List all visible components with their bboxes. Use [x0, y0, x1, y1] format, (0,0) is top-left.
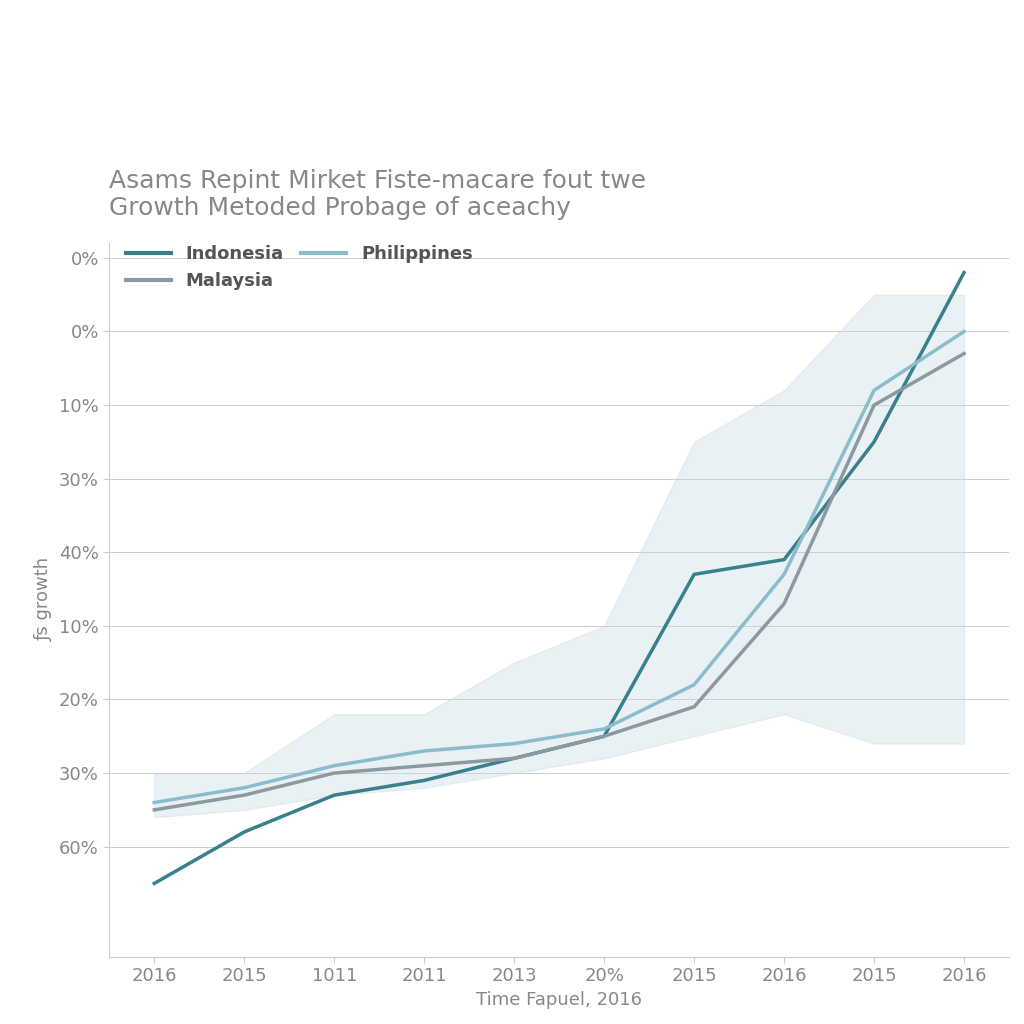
Malaysia [508, 753, 520, 765]
Philippines [688, 679, 700, 691]
Malaysia [778, 598, 791, 610]
Indonesia [418, 774, 430, 786]
Line: Malaysia: Malaysia [155, 353, 964, 810]
Philippines [778, 568, 791, 581]
Malaysia [957, 347, 970, 359]
Indonesia [868, 436, 881, 449]
Malaysia [598, 730, 610, 742]
Indonesia [957, 266, 970, 279]
Philippines [239, 781, 251, 794]
Malaysia [148, 804, 161, 816]
Line: Philippines: Philippines [155, 332, 964, 803]
Indonesia [688, 568, 700, 581]
Malaysia [418, 760, 430, 772]
Philippines [868, 384, 881, 396]
Indonesia [508, 753, 520, 765]
Y-axis label: ƒs growth: ƒs growth [36, 558, 53, 642]
Text: Asams Repint Mirket Fiste-macare fout twe
Growth Metoded Probage of aceachy: Asams Repint Mirket Fiste-macare fout tw… [110, 169, 646, 220]
Philippines [957, 326, 970, 338]
Indonesia [778, 554, 791, 566]
Indonesia [328, 788, 340, 801]
Philippines [598, 723, 610, 735]
Malaysia [868, 399, 881, 412]
Indonesia [239, 825, 251, 838]
Indonesia [598, 730, 610, 742]
Line: Indonesia: Indonesia [155, 272, 964, 884]
Malaysia [688, 700, 700, 713]
Legend: Indonesia, Malaysia, Philippines: Indonesia, Malaysia, Philippines [119, 238, 480, 297]
Philippines [148, 797, 161, 809]
X-axis label: Time Fapuel, 2016: Time Fapuel, 2016 [476, 991, 642, 1009]
Philippines [328, 760, 340, 772]
Malaysia [328, 767, 340, 779]
Philippines [508, 737, 520, 750]
Indonesia [148, 878, 161, 890]
Malaysia [239, 788, 251, 801]
Philippines [418, 744, 430, 757]
